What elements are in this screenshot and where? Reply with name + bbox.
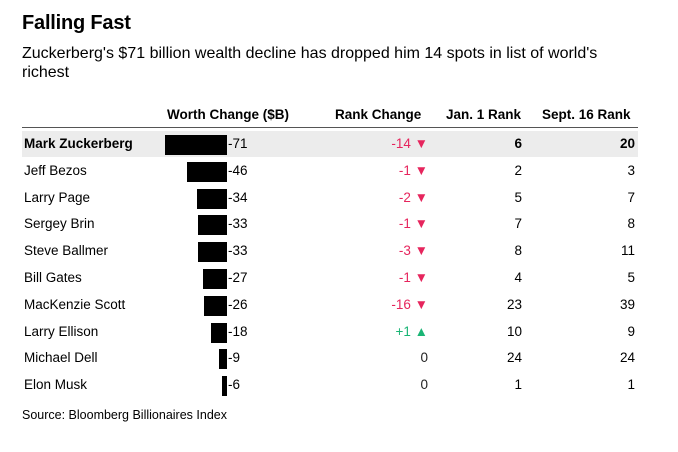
person-name: Bill Gates: [24, 270, 82, 285]
worth-change-bar: [165, 135, 227, 155]
sept16-rank-value: 1: [627, 377, 635, 393]
table-row: Elon Musk -6 0 1 1: [22, 372, 638, 398]
worth-change-value: -26: [228, 296, 248, 312]
worth-change-value: -71: [228, 136, 248, 151]
person-name: Michael Dell: [24, 350, 98, 366]
worth-change-value: -18: [228, 323, 248, 339]
worth-change-value: -33: [228, 216, 248, 232]
sept16-rank-value: 7: [627, 189, 635, 205]
table-row: MacKenzie Scott -26 -16 ▼ 23 39: [22, 292, 638, 318]
person-name: Elon Musk: [24, 377, 88, 393]
table-row: Michael Dell -9 0 24 24: [22, 345, 638, 371]
rank-change-value: -16 ▼: [391, 296, 428, 312]
worth-change-value: -46: [228, 162, 248, 178]
sept16-rank-value: 39: [619, 296, 635, 312]
person-name: Larry Page: [24, 189, 91, 205]
sept16-rank-value: 20: [619, 136, 635, 151]
table-row: Sergey Brin -33 -1 ▼ 7 8: [22, 211, 638, 237]
person-name: Sergey Brin: [24, 216, 95, 232]
jan1-rank-value: 7: [514, 216, 522, 232]
sept16-rank-value: 11: [620, 243, 635, 259]
rank-change-value: -14 ▼: [391, 136, 428, 151]
rank-change-value: +1 ▲: [395, 323, 428, 339]
rank-change-value: -1 ▼: [398, 270, 428, 285]
worth-change-bar: [186, 161, 227, 182]
person-name: Jeff Bezos: [24, 162, 87, 178]
worth-change-value: -33: [228, 243, 248, 259]
person-name: Steve Ballmer: [24, 243, 109, 259]
jan1-rank-value: 23: [506, 296, 522, 312]
header-divider: [22, 127, 638, 128]
worth-change-value: -34: [228, 189, 248, 205]
table-row: Mark Zuckerberg -71 -14 ▼ 6 20: [22, 131, 638, 157]
jan1-rank-value: 8: [514, 243, 522, 259]
chart-subtitle: Zuckerberg's $71 billion wealth decline …: [22, 45, 598, 81]
worth-change-bar: [211, 322, 227, 343]
table-row: Bill Gates -27 -1 ▼ 4 5: [22, 265, 638, 291]
sept16-rank-value: 8: [627, 216, 635, 232]
worth-change-bar: [221, 376, 227, 397]
person-name: MacKenzie Scott: [24, 296, 126, 312]
table-row: Jeff Bezos -46 -1 ▼ 2 3: [22, 158, 638, 184]
table-row: Steve Ballmer -33 -3 ▼ 8 11: [22, 238, 638, 264]
person-name: Mark Zuckerberg: [24, 136, 133, 151]
person-name: Larry Ellison: [24, 323, 99, 339]
jan1-rank-value: 1: [514, 377, 522, 393]
rank-change-value: -1 ▼: [398, 216, 428, 232]
source-note: Source: Bloomberg Billionaires Index: [22, 408, 227, 422]
header-worth-change: Worth Change ($B): [167, 107, 289, 122]
rank-change-value: -3 ▼: [398, 243, 428, 259]
rank-change-value: 0: [420, 350, 428, 366]
worth-change-bar: [204, 295, 227, 316]
worth-change-bar: [197, 188, 227, 209]
sept16-rank-value: 9: [627, 323, 635, 339]
worth-change-value: -27: [228, 270, 248, 285]
worth-change-value: -6: [228, 377, 241, 393]
rank-change-value: -1 ▼: [398, 162, 428, 178]
table-row: Larry Ellison -18 +1 ▲ 10 9: [22, 319, 638, 345]
table-row: Larry Page -34 -2 ▼ 5 7: [22, 185, 638, 211]
jan1-rank-value: 5: [514, 189, 522, 205]
worth-change-bar: [219, 349, 227, 370]
jan1-rank-value: 10: [506, 323, 522, 339]
worth-change-value: -9: [228, 350, 241, 366]
chart-title: Falling Fast: [22, 12, 131, 34]
header-jan1-rank: Jan. 1 Rank: [446, 107, 522, 122]
jan1-rank-value: 2: [514, 162, 522, 178]
jan1-rank-value: 6: [514, 136, 522, 151]
worth-change-bar: [198, 215, 227, 236]
sept16-rank-value: 24: [619, 350, 635, 366]
header-rank-change: Rank Change: [335, 107, 422, 122]
jan1-rank-value: 24: [506, 350, 522, 366]
worth-change-bar: [203, 269, 227, 289]
sept16-rank-value: 3: [627, 162, 635, 178]
jan1-rank-value: 4: [514, 270, 522, 285]
rank-change-value: -2 ▼: [398, 189, 428, 205]
sept16-rank-value: 5: [627, 270, 635, 285]
header-sept16-rank: Sept. 16 Rank: [542, 107, 631, 122]
worth-change-bar: [198, 242, 227, 263]
rank-change-value: 0: [420, 377, 428, 393]
